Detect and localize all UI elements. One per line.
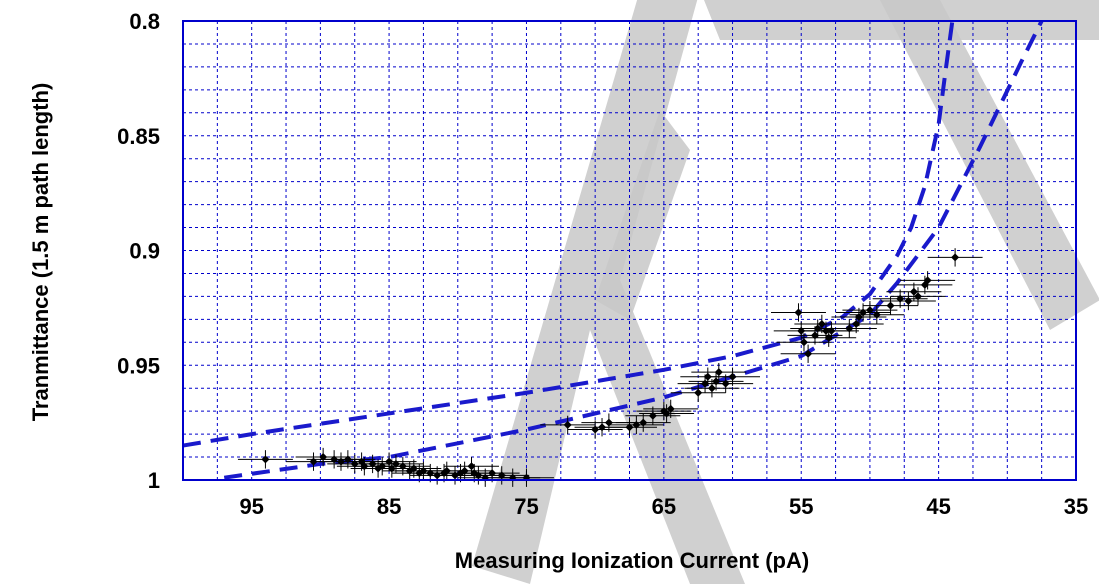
point-marker xyxy=(852,319,861,328)
data-point xyxy=(780,344,836,363)
point-marker xyxy=(261,455,270,464)
x-tick-label: 95 xyxy=(239,494,263,519)
y-tick-label: 0.8 xyxy=(129,9,160,34)
y-tick-label: 0.9 xyxy=(129,239,160,264)
point-marker xyxy=(799,338,808,347)
data-point xyxy=(771,303,826,322)
point-marker xyxy=(604,418,613,427)
data-point xyxy=(900,271,956,290)
data-point xyxy=(880,291,936,311)
point-marker xyxy=(467,462,476,471)
data-point xyxy=(237,450,293,469)
y-tick-labels: 0.8 0.85 0.9 0.95 1 xyxy=(117,9,160,493)
y-tick-label: 1 xyxy=(148,468,160,493)
point-marker xyxy=(721,379,730,388)
data-point xyxy=(540,415,596,435)
point-marker xyxy=(865,306,874,315)
point-marker xyxy=(488,469,497,478)
x-tick-label: 45 xyxy=(926,494,950,519)
data-point xyxy=(821,319,877,338)
x-tick-label: 55 xyxy=(789,494,813,519)
data-point xyxy=(776,333,832,352)
point-marker xyxy=(563,420,572,429)
y-tick-label: 0.95 xyxy=(117,353,160,378)
point-marker xyxy=(909,287,918,296)
data-point xyxy=(698,374,754,393)
x-tick-labels: 95 85 75 65 55 45 35 xyxy=(239,494,1088,519)
point-marker xyxy=(904,296,913,305)
data-points xyxy=(237,248,983,487)
point-marker xyxy=(639,418,648,427)
point-marker xyxy=(951,253,960,262)
y-axis-title: Tranmittance (1.5 m path length) xyxy=(28,83,53,422)
point-marker xyxy=(914,292,923,301)
point-marker xyxy=(591,425,600,434)
x-tick-label: 35 xyxy=(1064,494,1088,519)
data-point xyxy=(794,314,850,334)
point-marker xyxy=(666,404,675,413)
x-tick-label: 85 xyxy=(377,494,401,519)
data-point xyxy=(886,282,942,301)
data-point xyxy=(849,305,905,324)
data-point xyxy=(691,362,747,382)
point-marker xyxy=(662,409,671,418)
point-marker xyxy=(707,384,716,393)
point-marker xyxy=(923,276,932,285)
point-marker xyxy=(794,308,803,317)
data-point xyxy=(890,287,946,306)
x-tick-label: 75 xyxy=(514,494,538,519)
point-marker xyxy=(872,310,881,319)
point-marker xyxy=(824,333,833,342)
point-marker xyxy=(886,301,895,310)
point-marker xyxy=(845,324,854,333)
y-tick-label: 0.85 xyxy=(117,124,160,149)
plot-frame xyxy=(182,20,1077,481)
data-point xyxy=(705,367,761,386)
point-marker xyxy=(714,368,723,377)
point-marker xyxy=(804,349,813,358)
point-marker xyxy=(398,462,407,471)
data-point xyxy=(927,248,983,267)
x-axis-title: Measuring Ionization Current (pA) xyxy=(455,548,809,573)
data-point xyxy=(643,399,699,419)
point-marker xyxy=(728,372,737,381)
data-point xyxy=(842,300,898,320)
point-marker xyxy=(896,294,905,303)
data-point xyxy=(670,383,726,402)
data-point xyxy=(615,413,671,432)
point-marker xyxy=(817,319,826,328)
fit-curve xyxy=(223,20,1044,480)
x-tick-label: 65 xyxy=(652,494,676,519)
watermark-logo xyxy=(472,0,1099,584)
point-marker xyxy=(694,388,703,397)
data-point xyxy=(684,379,740,398)
data-point xyxy=(639,404,695,423)
